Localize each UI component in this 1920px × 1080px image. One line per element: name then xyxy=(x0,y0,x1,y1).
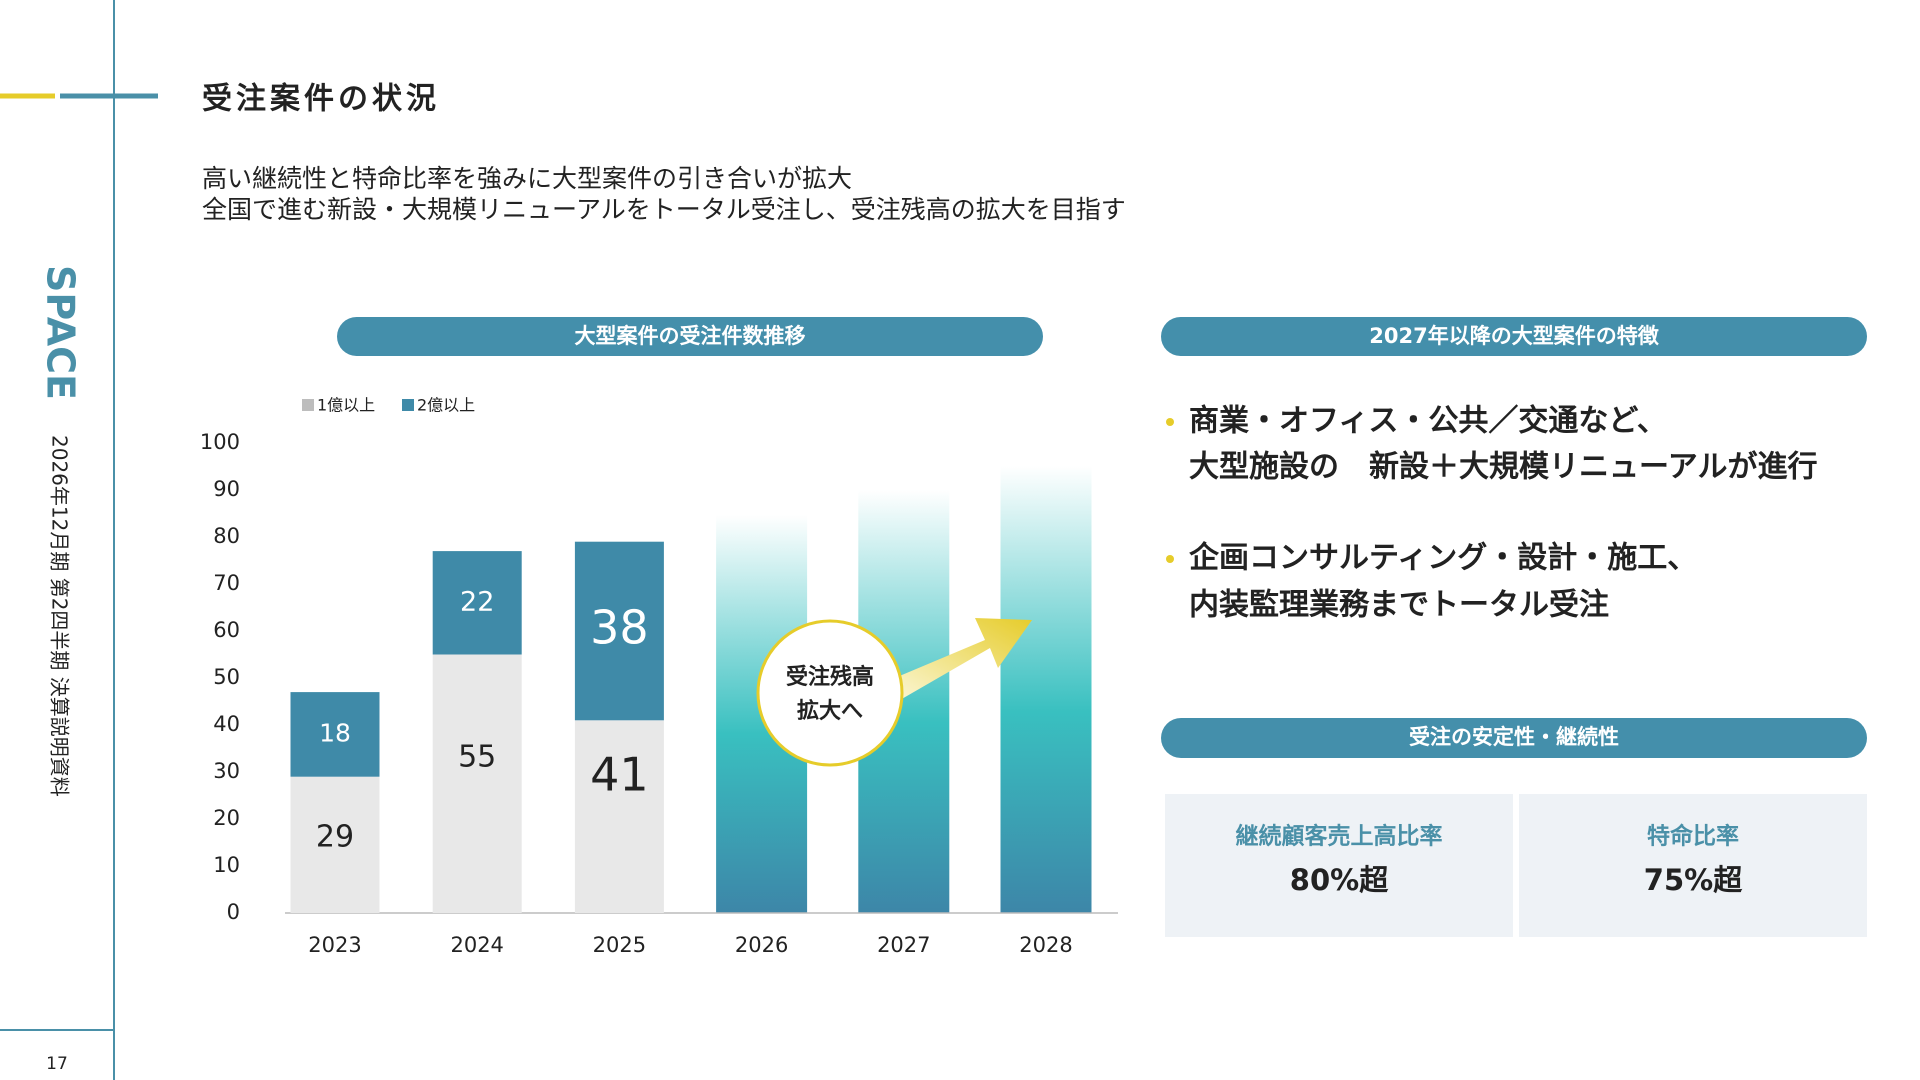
data-label: 55 xyxy=(458,739,496,774)
bar-segment xyxy=(432,551,522,655)
legend-label: 1億以上 xyxy=(317,396,375,415)
document-name: 2026年12月期 第2四半期 決算説明資料 xyxy=(48,435,72,797)
y-tick-label: 100 xyxy=(200,430,240,454)
bullet: 企画コンサルティング・設計・施工、 xyxy=(1189,541,1697,576)
x-tick-label: 2023 xyxy=(308,933,361,957)
bar-segment xyxy=(574,541,664,721)
data-label: 29 xyxy=(316,820,354,855)
y-tick-label: 50 xyxy=(213,665,240,689)
annotation-circle xyxy=(756,619,904,767)
legend-swatch xyxy=(402,399,414,411)
x-tick-label: 2028 xyxy=(1019,933,1072,957)
annotation: 受注残高 xyxy=(786,664,874,690)
data-label: 41 xyxy=(590,748,649,802)
bar-segment xyxy=(432,654,522,913)
logo: SPACE xyxy=(39,265,83,400)
pill xyxy=(1161,718,1867,758)
y-tick-label: 60 xyxy=(213,618,240,642)
y-tick-label: 10 xyxy=(213,853,240,877)
stat-value: 80%超 xyxy=(1290,863,1389,897)
y-tick-label: 30 xyxy=(213,759,240,783)
bar-segment xyxy=(574,720,664,913)
legend-label: 2億以上 xyxy=(417,396,475,415)
chart: 0 10 20 30 40 50 60 70 80 90 100 2023 29 18 2024 55 22 20… xyxy=(200,396,1118,957)
bullet-dot xyxy=(1166,555,1174,563)
y-tick-label: 20 xyxy=(213,806,240,830)
pill xyxy=(337,317,1043,356)
bullet: 内装監理業務までトータル受注 xyxy=(1189,588,1609,623)
page-title: 受注案件の状況 xyxy=(202,82,440,117)
bar-segment xyxy=(290,776,380,913)
data-label: 38 xyxy=(590,601,649,655)
pill xyxy=(1161,317,1867,356)
x-tick-label: 2025 xyxy=(593,933,646,957)
bullet-dot xyxy=(1166,418,1174,426)
y-tick-label: 0 xyxy=(227,900,240,924)
subtitle: 全国で進む新設・大規模リニューアルをトータル受注し、受注残高の拡大を目指す xyxy=(202,195,1126,224)
y-tick-label: 80 xyxy=(213,524,240,548)
x-tick-label: 2026 xyxy=(735,933,788,957)
outlook-bar xyxy=(1000,466,1092,913)
y-tick-label: 70 xyxy=(213,571,240,595)
stat-value: 75%超 xyxy=(1644,863,1743,897)
bar-segment xyxy=(290,692,380,777)
arrow xyxy=(890,618,1032,700)
x-tick-label: 2027 xyxy=(877,933,930,957)
stat-label: 継続顧客売上高比率 xyxy=(1236,823,1443,850)
chart-title: 大型案件の受注件数推移 xyxy=(575,324,806,348)
bullet: 商業・オフィス・公共／交通など、 xyxy=(1189,404,1667,439)
section-title: 受注の安定性・継続性 xyxy=(1409,725,1619,749)
stat-box xyxy=(1165,794,1513,937)
y-tick-label: 40 xyxy=(213,712,240,736)
subtitle: 高い継続性と特命比率を強みに大型案件の引き合いが拡大 xyxy=(202,164,852,193)
bullet: 大型施設の 新設＋大規模リニューアルが進行 xyxy=(1189,450,1818,485)
y-tick-label: 90 xyxy=(213,477,240,501)
stat-box xyxy=(1519,794,1867,937)
section-title: 2027年以降の大型案件の特徴 xyxy=(1369,324,1659,348)
data-label: 22 xyxy=(460,586,494,617)
page-number: 17 xyxy=(46,1054,68,1074)
data-label: 18 xyxy=(319,718,351,747)
stat-label: 特命比率 xyxy=(1647,823,1739,850)
x-tick-label: 2024 xyxy=(450,933,503,957)
annotation: 拡大へ xyxy=(797,699,863,724)
legend-swatch xyxy=(302,399,314,411)
